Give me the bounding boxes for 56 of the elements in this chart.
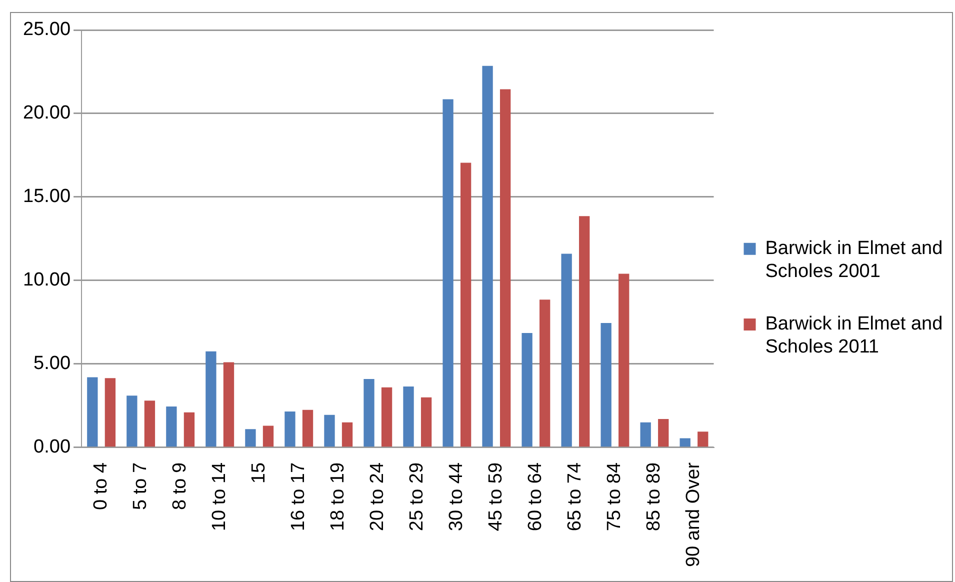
bar xyxy=(284,412,296,447)
bar xyxy=(561,254,572,447)
bar xyxy=(579,216,590,447)
y-tick-label: 15.00 xyxy=(23,186,71,208)
bar xyxy=(618,274,630,447)
x-tick-label: 25 to 29 xyxy=(406,462,428,532)
x-tick-label: 15 xyxy=(248,462,270,484)
bar xyxy=(302,410,314,447)
x-tick-label: 0 to 4 xyxy=(90,462,112,510)
bar xyxy=(223,362,234,447)
x-tick-label: 90 and Over xyxy=(683,462,704,568)
bar xyxy=(144,400,156,447)
bar xyxy=(442,99,454,447)
x-tick-label: 45 to 59 xyxy=(486,462,507,532)
bar xyxy=(403,386,414,447)
x-tick-label: 20 to 24 xyxy=(367,462,388,532)
x-tick-label: 65 to 74 xyxy=(564,462,586,532)
bar xyxy=(245,429,256,447)
y-tick-label: 25.00 xyxy=(23,19,71,40)
legend-label: Barwick in Elmet and Scholes 2001 xyxy=(765,238,943,282)
bar xyxy=(420,397,432,447)
legend-label: Barwick in Elmet and Scholes 2011 xyxy=(765,314,943,358)
x-tick-label: 85 to 89 xyxy=(644,462,665,532)
x-tick-label: 8 to 9 xyxy=(170,462,191,510)
bar xyxy=(364,378,374,447)
x-tick-label: 60 to 64 xyxy=(525,462,546,532)
x-tick-label: 10 to 14 xyxy=(209,462,230,532)
bar xyxy=(324,414,335,447)
bar xyxy=(500,89,511,447)
x-tick-label: 16 to 17 xyxy=(288,462,310,532)
bar xyxy=(640,422,651,447)
bar xyxy=(381,387,392,447)
x-tick-label: 5 to 7 xyxy=(130,462,152,510)
x-tick-label: 18 to 19 xyxy=(328,462,349,532)
bar xyxy=(206,351,216,447)
bar xyxy=(658,419,669,447)
bar xyxy=(87,377,98,447)
bar xyxy=(166,406,177,447)
x-tick-label: 75 to 84 xyxy=(604,462,626,532)
x-tick-label: 30 to 44 xyxy=(446,462,468,532)
bar xyxy=(482,66,493,447)
bar xyxy=(184,412,195,447)
bar xyxy=(698,432,708,447)
bar xyxy=(600,323,612,447)
bar xyxy=(522,333,532,447)
y-tick-label: 5.00 xyxy=(34,353,71,374)
bar xyxy=(104,378,116,447)
bar xyxy=(126,396,138,447)
bar xyxy=(540,300,550,447)
bar xyxy=(460,162,472,447)
y-tick-label: 20.00 xyxy=(23,102,71,124)
y-tick-label: 10.00 xyxy=(23,270,71,291)
bar xyxy=(680,438,690,447)
y-tick-label: 0.00 xyxy=(34,436,71,458)
bar xyxy=(262,426,274,447)
bar xyxy=(342,422,353,447)
